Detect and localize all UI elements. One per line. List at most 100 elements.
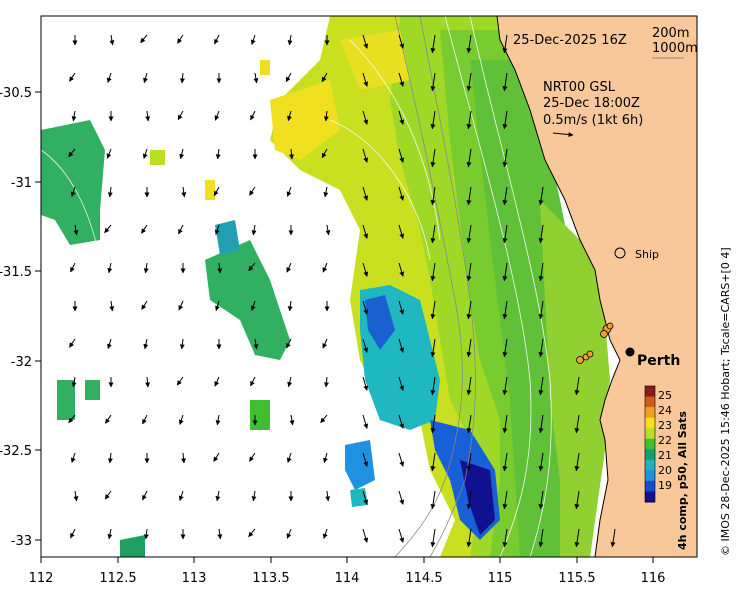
colorbar-tick: 24 xyxy=(658,404,672,417)
current-arrow xyxy=(214,34,220,45)
scale-arrow xyxy=(552,132,574,138)
colorbar-ticks: 25 24 23 22 21 20 19 xyxy=(658,389,672,492)
x-tick-label: 114 xyxy=(335,571,360,586)
current-arrow xyxy=(286,452,292,463)
current-arrow xyxy=(107,262,113,274)
current-arrow xyxy=(362,300,369,315)
current-arrow xyxy=(466,414,472,434)
current-arrow xyxy=(181,452,187,464)
current-arrow xyxy=(145,110,151,122)
current-arrow xyxy=(538,338,544,358)
current-arrow xyxy=(286,186,292,197)
current-arrow xyxy=(73,490,79,502)
current-arrow xyxy=(104,490,112,500)
y-tick-label: -32 xyxy=(11,355,32,370)
current-arrow xyxy=(362,110,369,125)
current-arrow xyxy=(398,72,405,87)
current-arrow xyxy=(502,376,508,396)
current-arrow xyxy=(105,414,112,424)
current-arrow xyxy=(538,186,544,206)
current-arrow xyxy=(176,376,184,386)
current-arrow xyxy=(104,224,112,234)
current-arrow xyxy=(107,528,113,540)
colorbar-segment xyxy=(645,428,655,440)
current-arrow xyxy=(70,452,76,463)
y-tick-label: -30.5 xyxy=(0,86,32,101)
y-tick-label: -31.5 xyxy=(0,265,32,280)
current-arrow xyxy=(142,490,148,501)
current-arrow xyxy=(250,110,256,121)
current-arrow xyxy=(502,414,508,434)
y-tick-label: -33 xyxy=(11,534,32,549)
current-arrow xyxy=(362,186,369,201)
current-arrow xyxy=(70,528,76,539)
colorbar-tick: 22 xyxy=(658,434,672,447)
ship-label: Ship xyxy=(635,248,659,261)
current-arrow xyxy=(106,72,112,83)
colorbar-tick: 20 xyxy=(658,464,672,477)
current-arrow xyxy=(107,186,113,198)
current-arrows xyxy=(68,34,616,548)
current-arrow xyxy=(323,452,328,464)
current-arrow xyxy=(430,528,436,548)
colorbar-segment xyxy=(645,491,655,503)
current-arrow xyxy=(287,300,293,312)
ship-marker xyxy=(614,247,626,259)
current-arrow xyxy=(106,148,112,159)
colorbar-segment xyxy=(645,407,655,419)
current-arrow xyxy=(251,490,257,502)
current-arrow xyxy=(362,528,369,543)
current-arrow xyxy=(71,376,77,388)
x-tick-label: 116 xyxy=(641,571,666,586)
y-tick-label: -31 xyxy=(11,176,32,191)
current-arrow xyxy=(286,262,292,273)
current-arrow xyxy=(538,452,544,472)
current-arrow xyxy=(287,376,293,388)
observation-markers xyxy=(576,322,614,364)
current-arrow xyxy=(502,528,508,548)
current-arrow xyxy=(362,414,369,429)
current-arrow xyxy=(466,490,472,510)
colorbar xyxy=(644,385,656,503)
current-arrow xyxy=(70,186,76,197)
current-arrow xyxy=(362,72,369,87)
current-arrow xyxy=(362,148,369,163)
current-arrow xyxy=(142,414,148,425)
current-arrow xyxy=(466,72,472,92)
current-arrow xyxy=(140,34,148,44)
current-arrow xyxy=(143,72,148,84)
current-arrow xyxy=(141,224,148,234)
contour-label-200m: 200m xyxy=(652,26,689,41)
current-arrow xyxy=(107,338,112,350)
current-arrow xyxy=(287,34,293,46)
current-arrow xyxy=(322,262,328,273)
current-arrow xyxy=(321,148,328,159)
current-arrow xyxy=(177,110,184,121)
plot-frame xyxy=(40,15,698,558)
x-tick-label: 113.5 xyxy=(252,571,289,586)
current-arrow xyxy=(574,452,580,472)
current-arrow xyxy=(325,224,331,236)
colorbar-tick: 21 xyxy=(658,449,672,462)
colorbar-segment xyxy=(645,386,655,398)
current-arrow xyxy=(215,414,221,426)
current-arrow xyxy=(178,300,184,311)
current-arrow xyxy=(178,224,184,235)
current-arrow xyxy=(325,490,331,502)
credit-text: © IMOS 28-Dec-2025 15:46 Hobart; Tscale=… xyxy=(719,247,732,556)
colorbar-segment xyxy=(645,417,655,429)
current-arrow xyxy=(398,34,405,49)
current-arrow xyxy=(466,452,472,472)
current-arrow xyxy=(179,72,185,84)
current-arrow xyxy=(430,224,436,244)
current-arrow xyxy=(430,186,436,206)
current-arrow xyxy=(430,72,436,92)
current-arrow xyxy=(398,376,405,391)
current-model-label: NRT00 GSL xyxy=(543,80,616,95)
current-arrow xyxy=(502,34,508,54)
current-arrow xyxy=(362,262,369,277)
current-arrow xyxy=(538,300,544,320)
current-arrow xyxy=(538,528,544,548)
current-arrow xyxy=(466,528,472,548)
current-arrow xyxy=(145,376,151,388)
